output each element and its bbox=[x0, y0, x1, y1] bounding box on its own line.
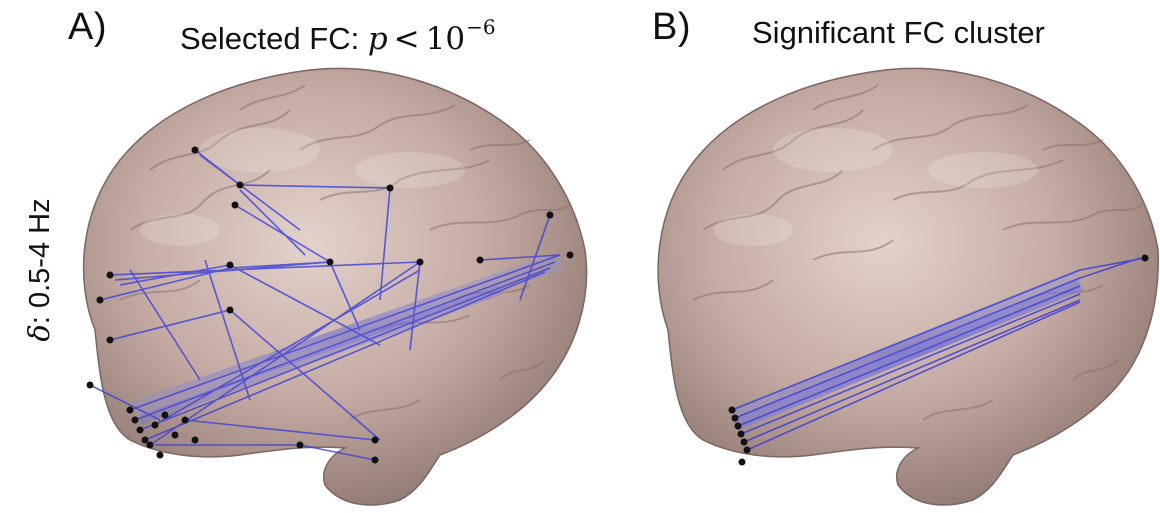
row-label-text: : 0.5-4 Hz bbox=[24, 198, 56, 325]
electrodes-b bbox=[728, 254, 1149, 466]
panel-a-math-var: p bbox=[367, 21, 388, 57]
brain-surface-b bbox=[657, 67, 1159, 506]
electrodes-a bbox=[86, 146, 574, 464]
panel-b-title: Significant FC cluster bbox=[752, 15, 1045, 50]
brain-surface-a bbox=[82, 67, 588, 506]
panel-a-math-base: 10 bbox=[425, 21, 466, 57]
panel-a-math-rel: < bbox=[393, 21, 420, 57]
connections-a bbox=[89, 149, 563, 461]
row-label: δ: 0.5-4 Hz bbox=[22, 198, 56, 342]
row-label-symbol: δ bbox=[22, 324, 56, 342]
panel-a-letter: A) bbox=[68, 6, 107, 48]
panel-a-math-exp: −6 bbox=[466, 15, 496, 39]
connections-b bbox=[730, 257, 1146, 451]
panel-b-letter: B) bbox=[652, 6, 691, 48]
panel-a-title: Selected FC: p <10−6 bbox=[180, 17, 496, 55]
panel-a-title-text: Selected FC: bbox=[180, 21, 368, 56]
